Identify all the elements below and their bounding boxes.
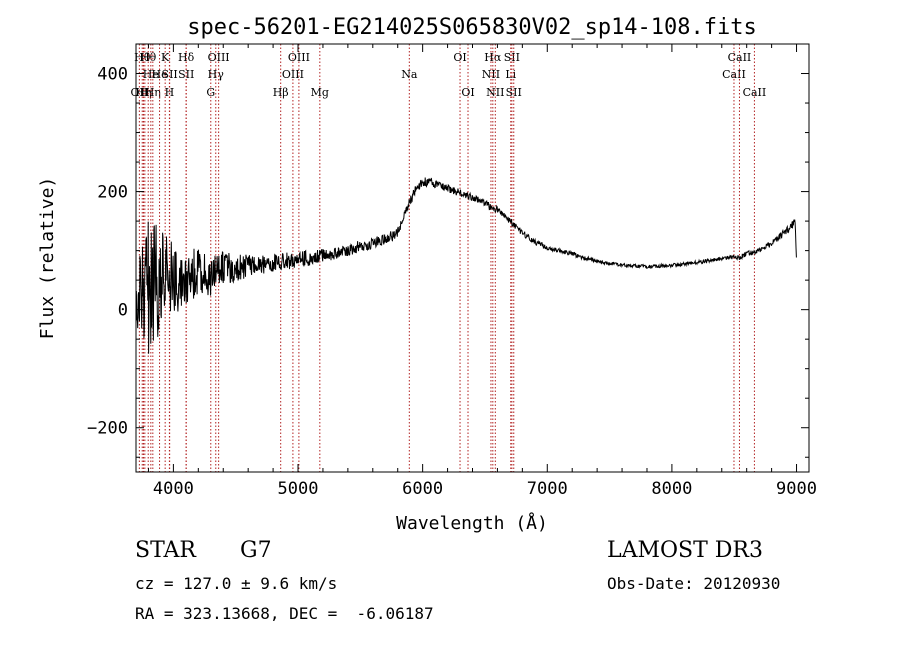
spectral-line-label: H [140,86,150,99]
x-tick-label: 7000 [527,479,568,499]
spectral-line-label: SII [504,51,520,64]
x-axis-label: Wavelength (Å) [396,512,548,534]
x-tick-label: 8000 [651,479,692,499]
spectral-line-label: G [206,86,215,99]
spectral-line-label: He [152,68,168,81]
plot-frame [135,43,810,473]
spectral-line-label: OIII [282,68,304,81]
y-axis-label: Flux (relative) [37,177,58,340]
spectral-line-label: OII [131,86,149,99]
spectral-line-label: OI [453,51,466,64]
spectral-line-label: Hθ [134,51,151,64]
spectral-line-label: Hγ [208,68,225,81]
coordinates: RA = 323.13668, DEC = -6.06187 [135,604,434,623]
y-tick-label: 200 [97,183,128,203]
spectral-line-label: Hθ [140,51,157,64]
x-tick-label: 9000 [776,479,817,499]
spectral-line-label: He [143,68,159,81]
spectrum-line [135,177,797,354]
spectral-line-label: NII [482,68,500,81]
x-tick-label: 6000 [402,479,443,499]
redshift-cz: cz = 127.0 ± 9.6 km/s [135,574,338,593]
spectral-line-label: OI [461,86,474,99]
object-subclass: G7 [240,538,272,563]
spectral-line-label: Li [505,68,516,81]
spectral-line-label: SII [506,86,522,99]
spectral-line-label: CaII [728,51,752,64]
y-tick-label: 400 [97,65,128,85]
spectral-line-label: Na [401,68,418,81]
spectral-line-label: OIII [288,51,310,64]
x-tick-label: 5000 [278,479,319,499]
spectral-line-label: Hδ [178,51,195,64]
chart-title: spec-56201-EG214025S065830V02_sp14-108.f… [187,15,757,40]
y-tick-label: 0 [118,301,128,321]
spectral-line-label: CaII [743,86,767,99]
spectral-line-label: Hβ [273,86,289,99]
spectral-line-label: K [161,51,170,64]
spectral-line-label: CaII [722,68,746,81]
object-type: STAR [135,538,196,563]
spectral-line-label: Hα [484,51,502,64]
survey-name: LAMOST DR3 [607,538,763,563]
spectral-line-label: NII [486,86,504,99]
spectral-line-label: Hη [145,86,161,99]
spectral-line-label: OIII [208,51,230,64]
spectral-line-label: Mg [311,86,329,99]
spectral-line-label: H [165,86,175,99]
spectral-line-label: Hη [135,86,151,99]
spectral-line-label: SII [178,68,194,81]
x-tick-label: 4000 [153,479,194,499]
obs-date: Obs-Date: 20120930 [607,574,781,593]
spectral-line-label: SII [162,68,178,81]
y-tick-label: −200 [87,419,128,439]
